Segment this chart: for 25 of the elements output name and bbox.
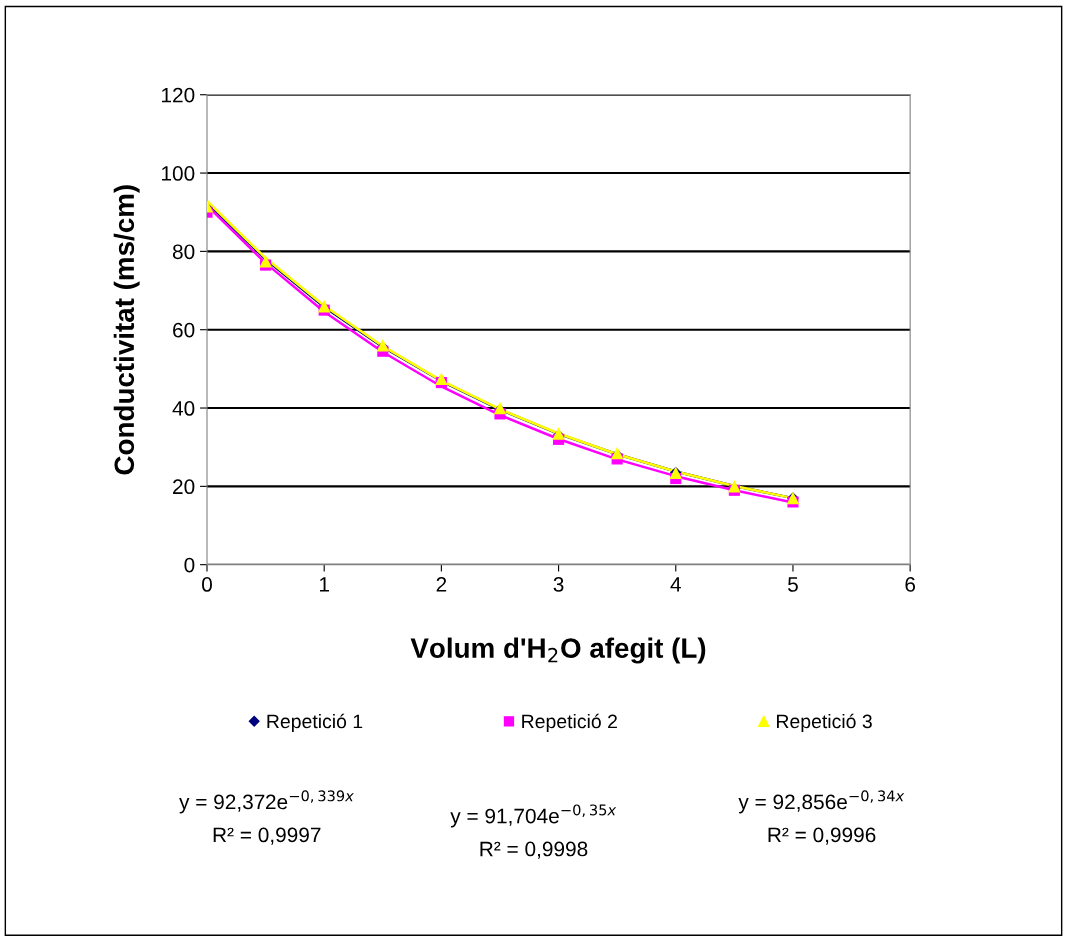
text: y = 92,372e$^{−0,339x}$: [179, 790, 354, 814]
x-tick-label: 5: [788, 577, 798, 592]
x-axis-title: Volum d'H$_{2}$O afegit (L): [410, 637, 706, 664]
legend-label: Repetició 2: [522, 713, 617, 733]
y-tick-label: 20: [173, 479, 195, 495]
legend-label: Repetició 1: [267, 713, 363, 733]
text: y = 91,704e$^{−0,35x}$: [450, 804, 617, 828]
x-tick-label: 2: [436, 577, 447, 592]
y-tick-label: 100: [162, 166, 195, 181]
y-tick-label: 60: [173, 322, 195, 338]
y-tick-label: 80: [172, 244, 195, 260]
text: y = 92,856e$^{−0,34x}$: [738, 790, 905, 814]
text: R² = 0,9996: [768, 827, 876, 845]
legend-label: Repetició 3: [777, 713, 872, 733]
y-tick-label: 40: [172, 401, 195, 416]
x-tick-label: 6: [905, 577, 916, 592]
y-tick-label: 0: [184, 557, 195, 573]
x-tick-label: 0: [202, 577, 212, 592]
x-tick-label: 4: [670, 577, 681, 592]
x-tick-label: 3: [553, 577, 564, 592]
y-axis-title: Conductivitat (ms/cm): [113, 185, 140, 475]
y-tick-label: 120: [162, 87, 195, 103]
text: R² = 0,9998: [480, 841, 588, 859]
text: R² = 0,9997: [213, 827, 321, 845]
x-tick-label: 1: [319, 577, 329, 592]
